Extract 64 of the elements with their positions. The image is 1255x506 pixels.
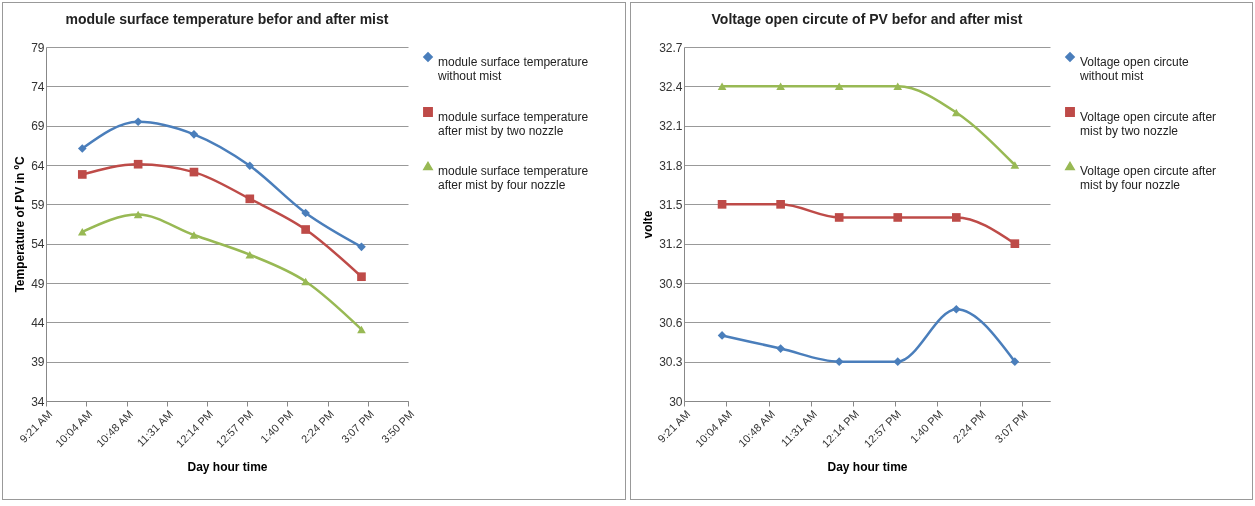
x-axis-title: Day hour time	[187, 459, 268, 474]
point	[1010, 357, 1019, 366]
point	[77, 170, 87, 179]
point	[357, 325, 366, 334]
y-tick-label: 39	[31, 355, 45, 370]
point	[892, 82, 902, 91]
legend-label: module surface temperature after mist by two nozzle	[438, 110, 589, 138]
y-tick-label: 30.6	[658, 315, 683, 330]
point	[1010, 239, 1019, 248]
y-tick-label: 31.5	[658, 197, 683, 212]
y-tick-label: 32.1	[658, 119, 683, 134]
y-axis-title: Temperature of PV in ºC	[13, 156, 28, 293]
legend-label: Voltage open circute without mist	[1078, 55, 1189, 83]
y-tick-label: 44	[31, 315, 45, 330]
legend-label: Voltage open circute after mist by four nozzle	[1079, 164, 1216, 192]
point	[189, 129, 199, 139]
point	[133, 159, 143, 169]
y-tick-label: 49	[31, 276, 45, 291]
point	[245, 161, 255, 171]
y-tick-label: 59	[31, 197, 45, 212]
point	[301, 277, 310, 286]
y-tick-label: 32.4	[658, 79, 683, 94]
point	[1010, 161, 1019, 169]
y-tick-label: 31.2	[658, 237, 683, 252]
legend-label: module surface temperature after mist by four nozzle	[438, 164, 589, 192]
point	[717, 200, 726, 209]
point	[951, 108, 961, 117]
y-tick-label: 69	[31, 119, 45, 134]
point	[834, 357, 844, 366]
point	[245, 250, 255, 259]
y-tick-label: 74	[31, 79, 45, 94]
legend-label: module surface temperature without mist	[437, 55, 589, 83]
point	[357, 272, 366, 282]
point	[834, 213, 844, 222]
y-tick-label: 30.3	[658, 355, 683, 370]
y-tick-label: 79	[31, 40, 45, 55]
y-tick-label: 31.8	[658, 158, 683, 173]
y-axis-title: volte	[640, 210, 655, 239]
point	[775, 344, 785, 353]
point	[133, 210, 143, 219]
point	[77, 144, 87, 153]
point	[245, 194, 255, 204]
point	[834, 82, 844, 91]
y-tick-label: 30	[668, 394, 683, 409]
point	[717, 82, 726, 91]
point	[775, 200, 785, 209]
chart-title: Voltage open circute of PV befor and after mist	[711, 11, 1023, 27]
y-tick-label: 34	[31, 394, 45, 409]
point	[892, 213, 902, 222]
y-tick-label: 30.9	[658, 276, 683, 291]
y-tick-label: 32.7	[658, 40, 683, 55]
legend-label: Voltage open circute after mist by two nozzle	[1079, 110, 1216, 138]
point	[951, 213, 961, 222]
y-tick-label: 64	[31, 158, 45, 173]
point	[775, 82, 785, 91]
point	[951, 304, 961, 314]
point	[301, 225, 310, 234]
point	[133, 117, 143, 127]
point	[189, 231, 199, 239]
x-axis-title: Day hour time	[826, 459, 908, 474]
y-tick-label: 54	[31, 237, 45, 252]
chart-title: module surface temperature befor and after mist	[65, 11, 389, 27]
point	[357, 242, 366, 252]
point	[77, 228, 87, 236]
